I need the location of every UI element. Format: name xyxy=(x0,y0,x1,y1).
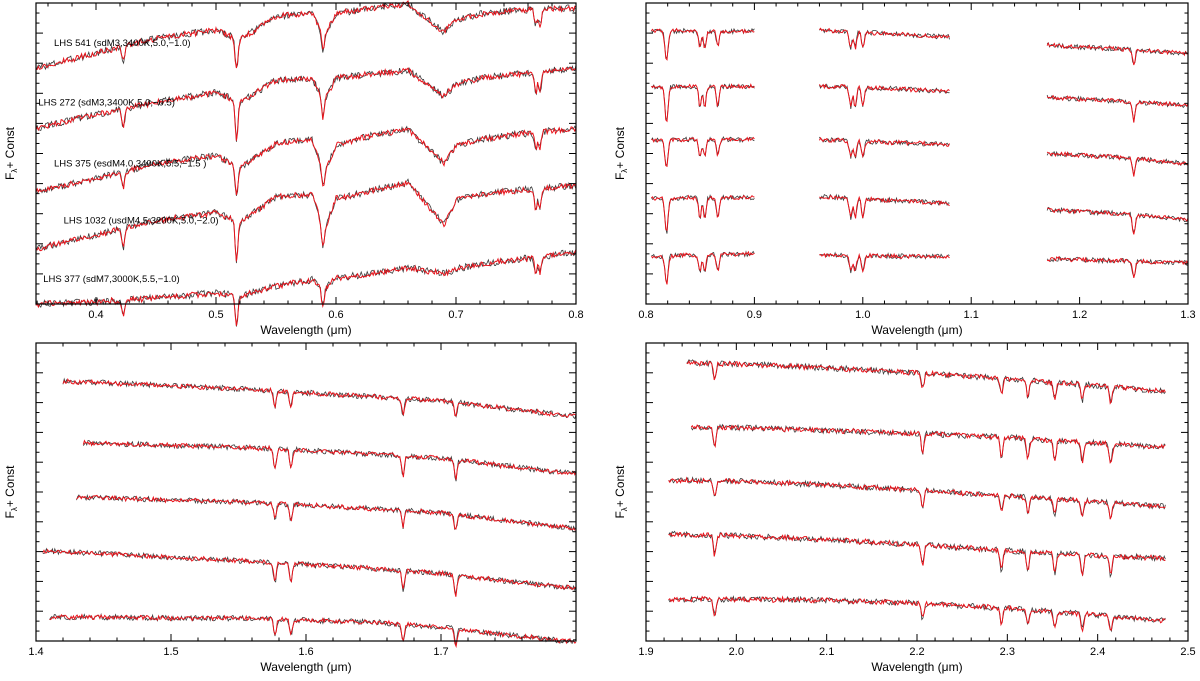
model-spectrum-2 xyxy=(690,424,1166,464)
x-tick-label: 0.8 xyxy=(638,309,653,321)
x-tick-label: 2.5 xyxy=(1180,646,1195,658)
model-spectrum-1 xyxy=(35,0,577,71)
model-spectrum-3 xyxy=(76,494,577,531)
x-tick-label: 1.0 xyxy=(855,309,870,321)
model-spectrum-1 xyxy=(62,377,577,419)
spectra-group xyxy=(35,0,577,327)
observed-spectrum-3-seg1 xyxy=(651,136,755,166)
x-axis-label: Wavelength (μm) xyxy=(871,660,962,674)
series-label-3: LHS 375 (esdM4.0,3400K,5.5,−1.5 ) xyxy=(54,159,206,170)
x-tick-label: 2.0 xyxy=(729,646,744,658)
model-spectrum-3-seg2 xyxy=(818,136,950,159)
x-axis-label: Wavelength (μm) xyxy=(260,660,351,674)
panel-nearir-1: 0.8 0.9 1.0 1.1 1.2 1.3 Wavelength (μm) Fλ+ Con… xyxy=(613,2,1196,337)
panel-k-band: 1.9 2.0 2.1 2.2 2.3 2.4 2.5 Wavelength (μm) Fλ+ … xyxy=(613,342,1196,674)
x-tick-label: 2.3 xyxy=(1000,646,1015,658)
series-label-1: LHS 541 (sdM3,3400K,5.0,−1.0) xyxy=(54,38,191,49)
panel-h-band: 1.4 1.5 1.6 1.7 Wavelength (μm) Fλ+ Const xyxy=(3,342,577,674)
x-tick-label: 1.9 xyxy=(638,646,653,658)
spectra-group xyxy=(668,359,1166,633)
model-spectrum-5 xyxy=(35,249,577,326)
observed-spectrum-2-seg2 xyxy=(819,83,950,109)
observed-spectrum-2-seg1 xyxy=(651,83,755,120)
model-spectrum-4-seg2 xyxy=(819,195,950,219)
x-tick-label: 1.3 xyxy=(1180,309,1195,321)
observed-spectrum-4-seg3 xyxy=(1046,206,1189,234)
observed-spectrum-5 xyxy=(668,595,1166,633)
y-axis-label: Fλ+ Const xyxy=(613,465,629,519)
plot-frame xyxy=(35,342,577,642)
x-tick-label: 2.2 xyxy=(909,646,924,658)
model-spectrum-4 xyxy=(668,531,1166,577)
y-axis-label: Fλ+ Const xyxy=(613,126,629,180)
model-spectrum-1-seg3 xyxy=(1046,42,1189,66)
observed-spectrum-3-seg3 xyxy=(1046,150,1189,176)
y-axis-label: Fλ+ Const xyxy=(3,465,19,519)
x-tick-label: 1.6 xyxy=(298,646,313,658)
x-tick-label: 0.9 xyxy=(747,309,762,321)
x-tick-label: 1.5 xyxy=(163,646,178,658)
model-spectrum-3-seg1 xyxy=(651,136,755,168)
model-spectrum-4 xyxy=(42,548,577,597)
model-spectrum-3 xyxy=(35,126,577,196)
observed-spectrum-1-seg1 xyxy=(651,27,755,59)
model-spectrum-2-seg3 xyxy=(1046,94,1189,123)
model-spectrum-5-seg3 xyxy=(1046,255,1189,279)
model-spectrum-2 xyxy=(35,66,577,141)
model-spectrum-4 xyxy=(36,179,577,262)
spectra-group xyxy=(651,27,1189,285)
model-spectrum-5-seg2 xyxy=(819,252,950,274)
series-label-5: LHS 377 (sdM7,3000K,5.5,−1.0) xyxy=(43,274,180,285)
x-tick-label: 0.4 xyxy=(88,309,103,321)
x-tick-label: 2.1 xyxy=(819,646,834,658)
model-spectrum-1-seg1 xyxy=(651,27,755,61)
x-tick-label: 1.4 xyxy=(28,646,43,658)
model-spectrum-1-seg2 xyxy=(819,27,950,50)
spectra-group xyxy=(42,377,577,649)
model-spectrum-2-seg1 xyxy=(651,83,755,123)
observed-spectrum-3 xyxy=(668,476,1166,520)
model-spectrum-5-seg1 xyxy=(651,250,755,285)
x-tick-label: 1.2 xyxy=(1072,309,1087,321)
x-tick-label: 1.1 xyxy=(964,309,979,321)
series-label-4: LHS 1032 (usdM4.5,3200K,5.0,−2.0) xyxy=(64,216,219,227)
model-spectrum-3 xyxy=(668,476,1166,520)
series-label-2: LHS 272 (sdM3,3400K,5.0,−0.5) xyxy=(38,97,175,108)
panel-optical: LHS 541 (sdM3,3400K,5.0,−1.0) LHS 272 (sd… xyxy=(3,0,584,337)
observed-spectrum-1 xyxy=(62,377,577,420)
observed-spectrum-3-seg2 xyxy=(819,136,950,159)
model-spectrum-3-seg3 xyxy=(1046,151,1189,177)
model-spectrum-5 xyxy=(49,613,577,649)
x-tick-label: 0.8 xyxy=(568,309,583,321)
model-spectrum-5 xyxy=(668,595,1166,633)
observed-spectrum-2-seg3 xyxy=(1046,94,1189,122)
x-tick-label: 2.4 xyxy=(1090,646,1105,658)
x-tick-label: 0.7 xyxy=(448,309,463,321)
model-spectrum-1 xyxy=(686,360,1166,405)
x-axis-label: Wavelength (μm) xyxy=(871,323,962,337)
observed-spectrum-1 xyxy=(686,359,1166,403)
x-tick-label: 0.5 xyxy=(208,309,223,321)
model-spectrum-2-seg2 xyxy=(818,83,950,107)
model-spectrum-4-seg1 xyxy=(651,194,755,232)
y-axis-label: Fλ+ Const xyxy=(3,126,19,180)
observed-spectrum-5-seg1 xyxy=(651,250,755,284)
model-spectrum-2 xyxy=(82,439,577,480)
x-tick-label: 1.7 xyxy=(433,646,448,658)
model-spectrum-4-seg3 xyxy=(1046,207,1189,235)
x-tick-label: 0.6 xyxy=(328,309,343,321)
observed-spectrum-5-seg3 xyxy=(1046,256,1189,278)
x-axis-label: Wavelength (μm) xyxy=(260,323,351,337)
observed-spectrum-4-seg2 xyxy=(819,193,950,220)
